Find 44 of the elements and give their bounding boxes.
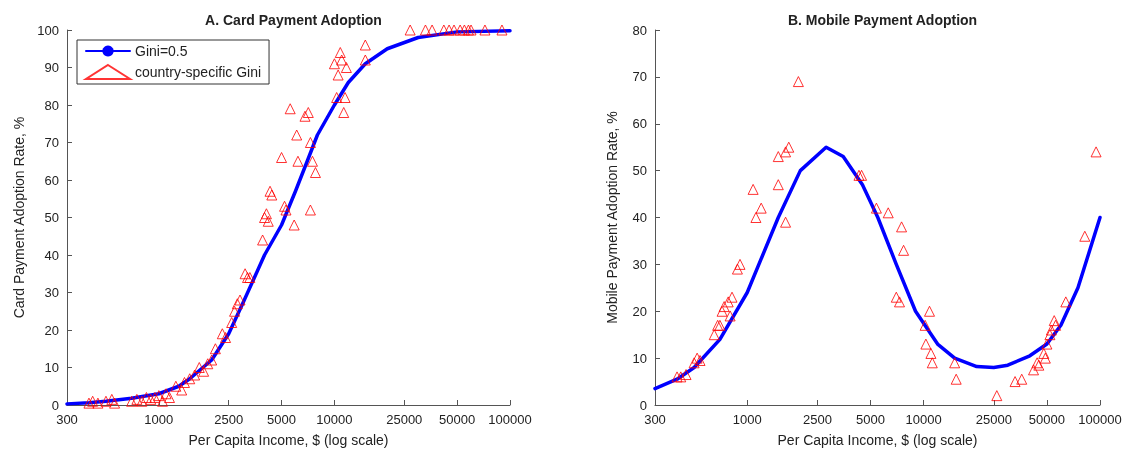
x-tick-label: 300 [56, 412, 78, 427]
y-axis-title: Mobile Payment Adoption Rate, % [604, 111, 620, 324]
x-tick-label: 50000 [439, 412, 476, 427]
x-tick-label: 25000 [975, 412, 1012, 427]
y-tick-label: 40 [44, 247, 59, 263]
y-tick-label: 70 [632, 69, 647, 85]
y-tick-label: 100 [37, 22, 59, 38]
x-tick-label: 10000 [316, 412, 353, 427]
y-axis-title: Card Payment Adoption Rate, % [11, 116, 28, 319]
x-tick-label: 5000 [856, 412, 885, 427]
x-tick-label: 100000 [488, 412, 532, 427]
legend-label: country-specific Gini [135, 64, 262, 80]
y-tick-label: 80 [632, 22, 647, 38]
x-tick-label: 10000 [905, 412, 942, 427]
x-tick-label: 50000 [1028, 412, 1065, 427]
x-tick-label: 2500 [214, 412, 244, 427]
y-tick-label: 90 [44, 60, 59, 75]
x-tick-label: 25000 [386, 412, 423, 427]
y-tick-label: 70 [44, 135, 59, 150]
x-tick-label: 300 [644, 412, 666, 427]
y-tick-label: 0 [639, 397, 647, 413]
y-tick-label: 0 [51, 397, 59, 413]
y-tick-label: 20 [632, 303, 647, 319]
chart-title: B. Mobile Payment Adoption [787, 12, 978, 28]
chart-title: A. Card Payment Adoption [205, 12, 382, 28]
y-tick-label: 60 [44, 172, 59, 188]
y-tick-label: 50 [632, 163, 647, 179]
y-tick-label: 30 [632, 256, 647, 272]
y-tick-label: 20 [44, 322, 59, 338]
x-axis-title: Per Capita Income, $ (log scale) [777, 432, 978, 448]
x-tick-label: 1000 [732, 412, 762, 427]
x-tick-label: 100000 [1078, 412, 1122, 427]
y-tick-label: 80 [44, 97, 59, 113]
y-tick-label: 40 [632, 210, 647, 225]
y-tick-label: 30 [44, 285, 59, 300]
y-tick-label: 10 [44, 360, 59, 375]
y-tick-label: 10 [632, 350, 647, 366]
x-tick-label: 1000 [144, 412, 174, 427]
legend-label: Gini=0.5 [135, 43, 188, 59]
y-tick-label: 60 [632, 116, 647, 132]
y-tick-label: 50 [44, 210, 59, 225]
x-tick-label: 5000 [267, 412, 297, 427]
x-axis-title: Per Capita Income, $ (log scale) [188, 432, 389, 448]
x-tick-label: 2500 [802, 412, 832, 427]
